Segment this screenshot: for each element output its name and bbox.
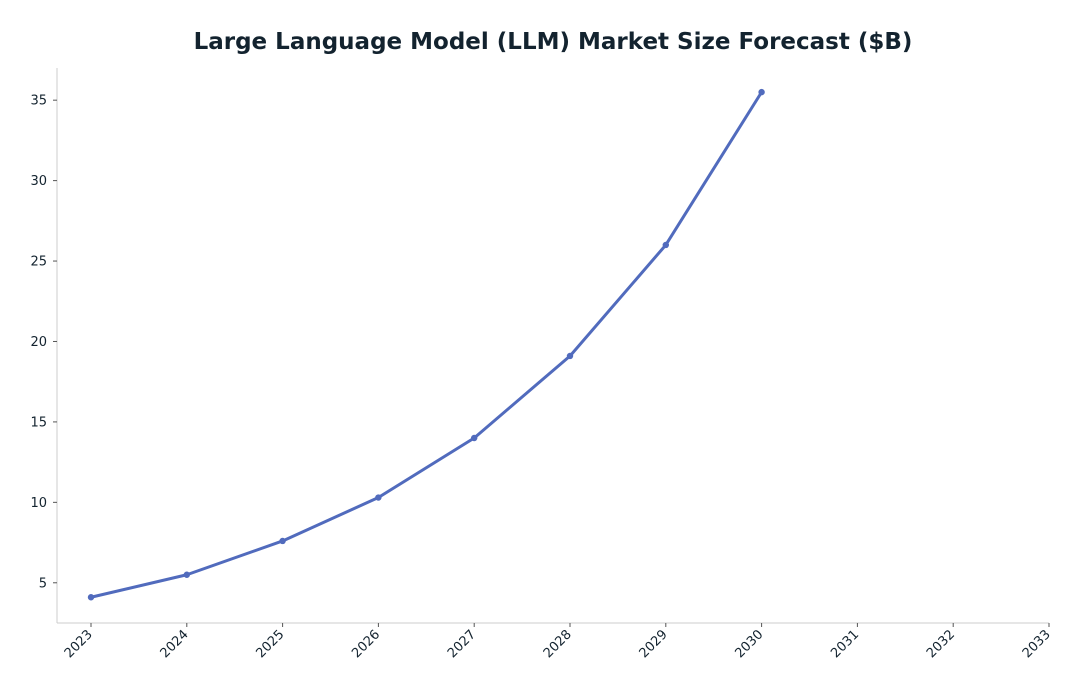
x-tick-label: 2027 bbox=[445, 627, 479, 661]
data-point bbox=[87, 594, 95, 601]
x-tick-label: 2025 bbox=[253, 627, 287, 661]
x-tick-label: 2030 bbox=[732, 627, 766, 661]
x-tick-label: 2028 bbox=[541, 627, 575, 661]
y-tick-label: 5 bbox=[39, 576, 47, 591]
data-point bbox=[183, 571, 190, 578]
data-point bbox=[662, 241, 669, 249]
chart-title: Large Language Model (LLM) Market Size F… bbox=[194, 29, 913, 55]
data-point bbox=[471, 434, 478, 442]
axes bbox=[56, 68, 1049, 624]
y-axis-ticks: 5 10 15 20 25 30 35 bbox=[30, 94, 57, 591]
x-tick-label: 2023 bbox=[62, 627, 96, 661]
data-point bbox=[566, 352, 574, 360]
y-tick-label: 15 bbox=[30, 415, 47, 430]
x-tick-label: 2029 bbox=[637, 627, 671, 661]
x-tick-label: 2026 bbox=[349, 627, 383, 661]
data-point bbox=[758, 88, 765, 96]
series-layer bbox=[87, 88, 765, 601]
x-tick-label: 2033 bbox=[1020, 627, 1054, 661]
series-line bbox=[89, 90, 764, 599]
data-point bbox=[375, 494, 382, 501]
x-tick-label: 2024 bbox=[158, 627, 192, 661]
y-tick-label: 30 bbox=[30, 174, 47, 189]
y-tick-label: 35 bbox=[30, 94, 47, 109]
y-tick-label: 20 bbox=[30, 335, 47, 350]
y-tick-label: 25 bbox=[30, 255, 47, 270]
y-tick-label: 10 bbox=[30, 496, 47, 511]
data-point bbox=[279, 537, 286, 545]
x-axis-ticks: 2023 2024 2025 2026 2027 2028 2029 2030 2031 2032… bbox=[62, 623, 1054, 661]
x-tick-label: 2031 bbox=[828, 627, 862, 661]
x-tick-label: 2032 bbox=[924, 627, 958, 661]
